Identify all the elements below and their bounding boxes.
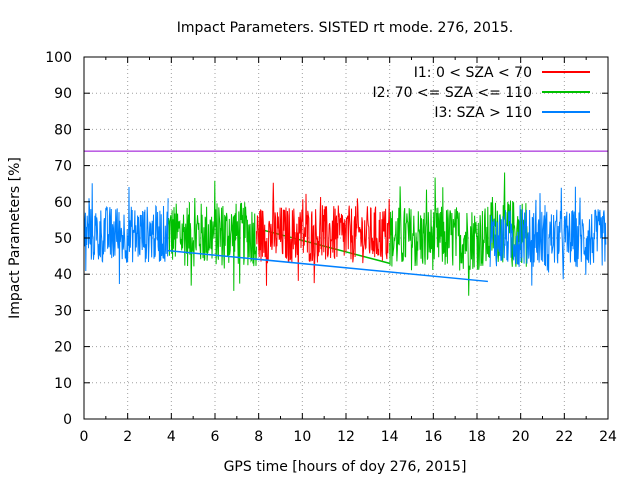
y-tick-label: 100 [45,50,72,66]
series-segment-trace [256,182,391,286]
y-tick-label: 80 [54,122,72,138]
series-layer [83,172,607,296]
axis-tick-labels: 0 2 4 6 8 10 12 14 16 18 20 22 240102030405060708090… [45,50,617,445]
series-segment-trace [83,183,169,285]
series-segment-trace [489,186,607,286]
series-segment-trace [167,180,257,291]
series-connector-line [167,249,488,283]
x-tick-label: 4 [167,429,176,445]
y-tick-label: 60 [54,195,72,211]
x-tick-label: 22 [555,429,573,445]
legend: I1: 0 < SZA < 70 I2: 70 <= SZA <= 110 I3: … [372,65,590,121]
y-tick-label: 10 [54,376,72,392]
y-tick-label: 30 [54,303,72,319]
x-tick-label: 12 [337,429,355,445]
x-tick-label: 14 [381,429,399,445]
chart-title: Impact Parameters. SISTED rt mode. 276, … [177,20,513,36]
y-tick-label: 70 [54,159,72,175]
series-0080ff [83,183,607,286]
x-tick-label: 16 [424,429,442,445]
y-tick-label: 90 [54,86,72,102]
y-tick-label: 50 [54,231,72,247]
legend-entry-label: I3: SZA > 110 [434,105,532,121]
x-tick-label: 8 [254,429,263,445]
x-tick-label: 2 [123,429,132,445]
y-tick-label: 40 [54,267,72,283]
axis-ticks [83,56,609,420]
x-tick-label: 0 [80,429,89,445]
y-axis-label: Impact Parameters [%] [7,157,23,319]
y-tick-label: 20 [54,340,72,356]
y-tick-label: 0 [63,412,72,428]
series-ff0000 [256,182,391,286]
series-segment-trace [389,177,491,296]
x-axis-label: GPS time [hours of doy 276, 2015] [224,459,467,475]
legend-entry-label: I1: 0 < SZA < 70 [414,65,532,81]
x-tick-label: 18 [468,429,486,445]
legend-entry-label: I2: 70 <= SZA <= 110 [372,85,532,101]
x-tick-label: 20 [512,429,530,445]
x-tick-label: 10 [293,429,311,445]
x-tick-label: 6 [211,429,220,445]
x-tick-label: 24 [599,429,617,445]
